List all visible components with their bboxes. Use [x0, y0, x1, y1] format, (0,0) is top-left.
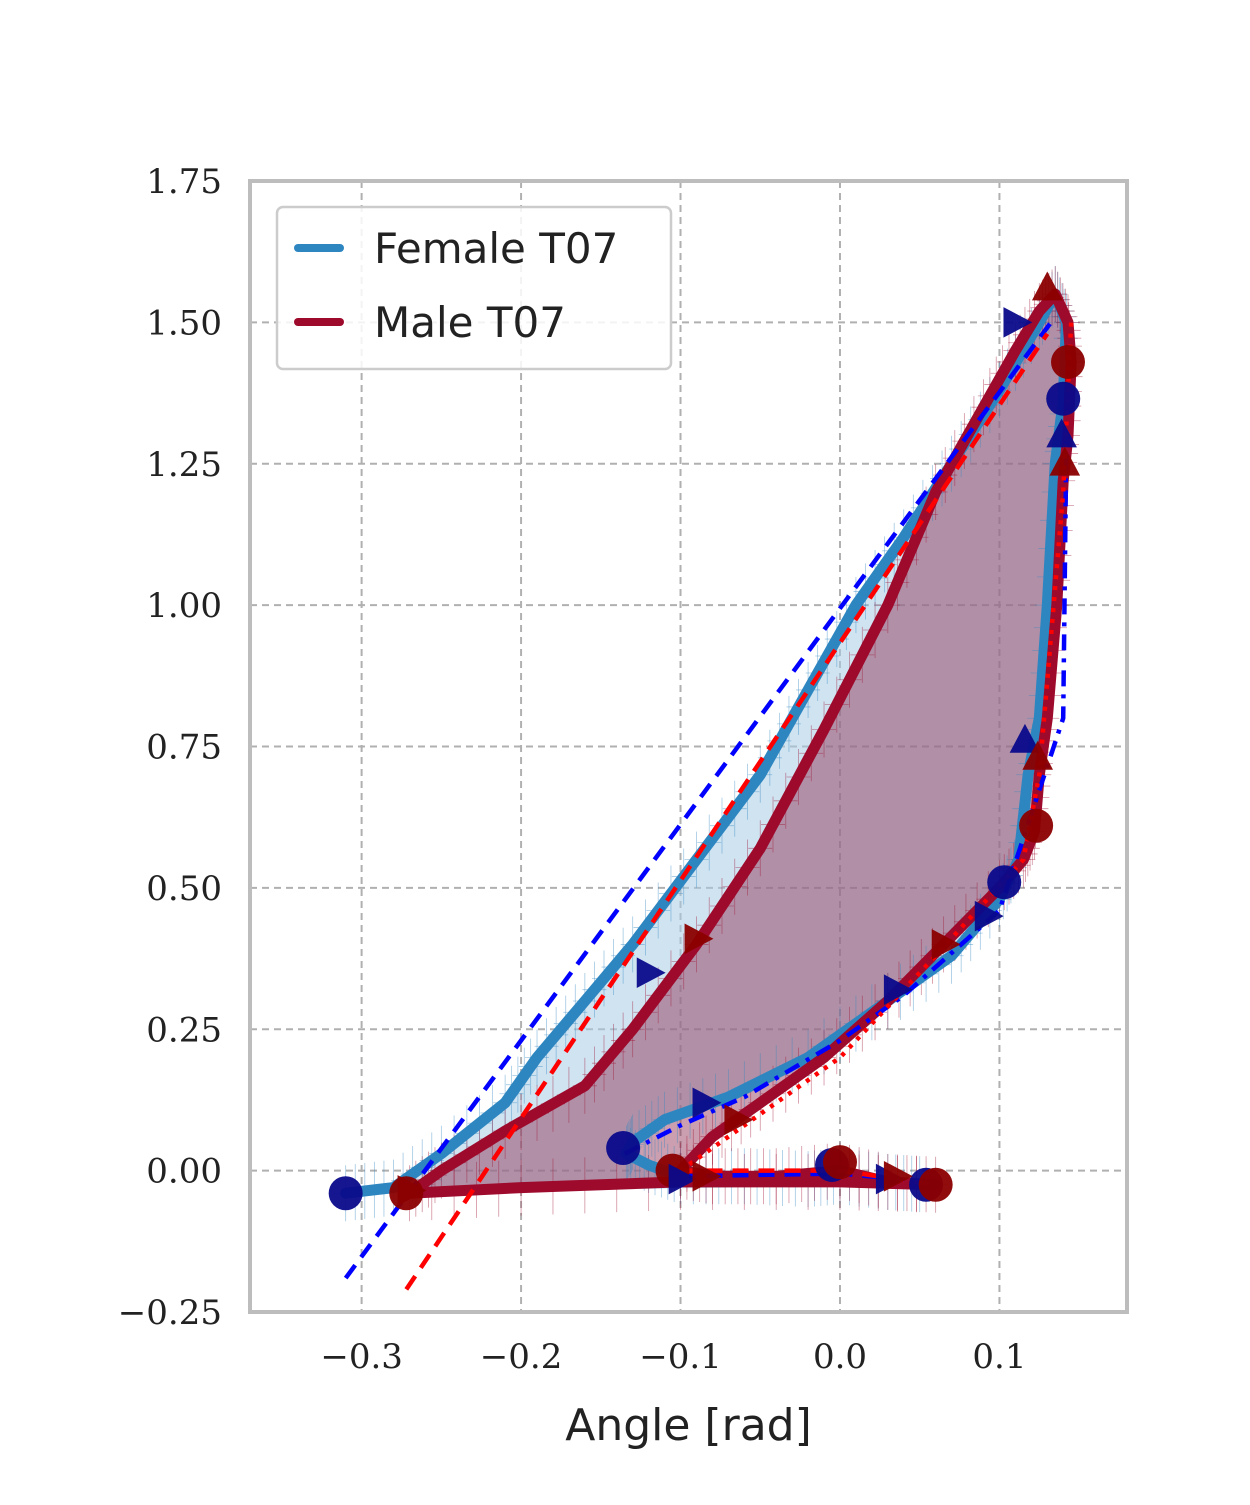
- legend-box: [275, 205, 673, 371]
- plot-frame: [248, 179, 1129, 1314]
- circle-marker: [822, 1145, 857, 1180]
- y-tick-label: 0.50: [146, 869, 222, 909]
- y-tick-label: 1.00: [146, 586, 222, 626]
- fit-line-dashed: [404, 332, 1050, 1291]
- area-fills: [345, 294, 1072, 1194]
- triangle-marker: [1046, 418, 1077, 448]
- series-line-female: [340, 288, 1072, 1199]
- y-tick-labels: −0.25 0.00 0.25 0.50 0.75 1.00 1.25 1.50 1.75: [118, 162, 222, 1333]
- triangle-marker: [1003, 307, 1033, 338]
- x-tick-label: 0.0: [813, 1337, 867, 1377]
- markers: [328, 271, 1086, 1211]
- y-tick-label: 1.75: [146, 162, 222, 202]
- circle-marker: [1051, 344, 1086, 379]
- y-tick-label: 0.00: [146, 1152, 222, 1192]
- x-tick-label: 0.1: [972, 1337, 1026, 1377]
- x-tick-label: −0.3: [320, 1337, 403, 1377]
- circle-marker: [1046, 381, 1081, 416]
- triangle-marker: [397, 1175, 427, 1206]
- x-tick-labels: −0.3 −0.2 −0.1 0.0 0.1: [320, 1337, 1026, 1377]
- y-tick-label: 1.25: [146, 445, 222, 485]
- triangle-marker: [668, 1163, 698, 1195]
- triangle-marker: [1022, 740, 1054, 770]
- triangle-marker: [692, 1087, 722, 1119]
- y-tick-label: 0.75: [146, 728, 222, 768]
- triangle-marker: [883, 1160, 913, 1192]
- circle-marker: [606, 1131, 641, 1166]
- triangle-marker: [724, 1104, 754, 1136]
- area-female: [345, 294, 1067, 1194]
- fit-line-dashed: [343, 315, 1058, 1280]
- area-male: [409, 294, 1072, 1194]
- triangle-marker: [692, 1160, 722, 1192]
- circle-marker: [987, 865, 1022, 900]
- circle-marker: [1019, 808, 1054, 843]
- circle-marker: [918, 1167, 953, 1202]
- triangle-marker: [636, 957, 666, 988]
- legend-label-male: Male T07: [374, 298, 566, 347]
- triangle-marker: [883, 974, 913, 1005]
- x-axis-title: Angle [rad]: [565, 1400, 812, 1451]
- triangle-marker: [974, 900, 1004, 932]
- y-tick-label: 1.50: [146, 303, 222, 343]
- x-tick-label: −0.2: [480, 1337, 563, 1377]
- y-tick-label: −0.25: [118, 1293, 222, 1333]
- triangle-marker: [684, 923, 714, 955]
- triangle-marker: [1031, 271, 1063, 301]
- fit-line-dashdot: [623, 435, 1069, 1156]
- legend-label-female: Female T07: [374, 224, 618, 273]
- triangle-marker: [1009, 723, 1041, 753]
- x-tick-label: −0.1: [639, 1337, 722, 1377]
- y-tick-label: 0.25: [146, 1010, 222, 1050]
- legend: Female T07 Male T07: [275, 205, 673, 371]
- circle-marker: [328, 1176, 363, 1211]
- triangle-marker: [1049, 446, 1081, 476]
- triangle-marker: [931, 929, 961, 960]
